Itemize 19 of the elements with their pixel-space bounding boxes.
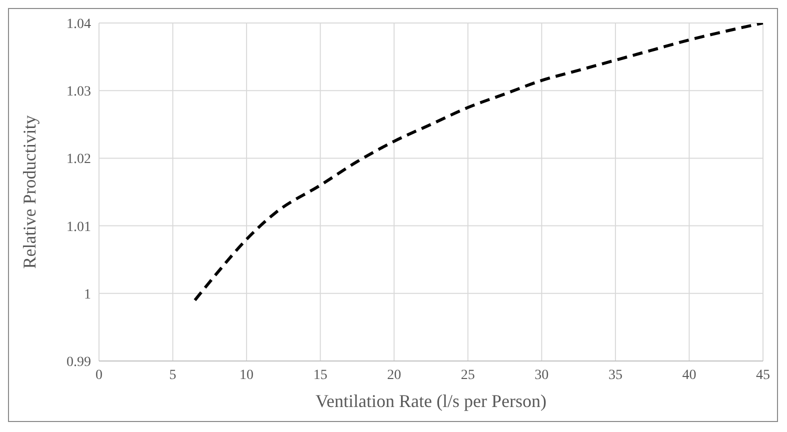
y-tick-label: 0.99	[66, 354, 91, 370]
y-tick-label: 1.03	[66, 84, 91, 100]
x-tick-label: 40	[682, 368, 696, 383]
x-tick-label: 0	[96, 368, 102, 383]
x-tick-label: 10	[240, 368, 254, 383]
x-tick-label: 25	[460, 368, 475, 383]
line-series	[193, 23, 763, 302]
y-tick-label: 1.01	[66, 220, 91, 235]
x-axis-title: Ventilation Rate (l/s per Person)	[316, 391, 546, 411]
x-tick-label: 35	[608, 368, 622, 383]
y-axis-title: Relative Productivity	[19, 115, 40, 269]
y-tick-label: 1	[84, 287, 91, 302]
x-tick-label: 15	[313, 368, 328, 383]
x-tick-label: 30	[534, 368, 549, 383]
x-tick-label: 45	[756, 368, 770, 383]
y-tick-label: 1.02	[66, 152, 91, 168]
y-tick-label: 1.04	[66, 16, 91, 32]
x-tick-label: 20	[387, 368, 402, 383]
x-tick-label: 5	[169, 368, 176, 383]
